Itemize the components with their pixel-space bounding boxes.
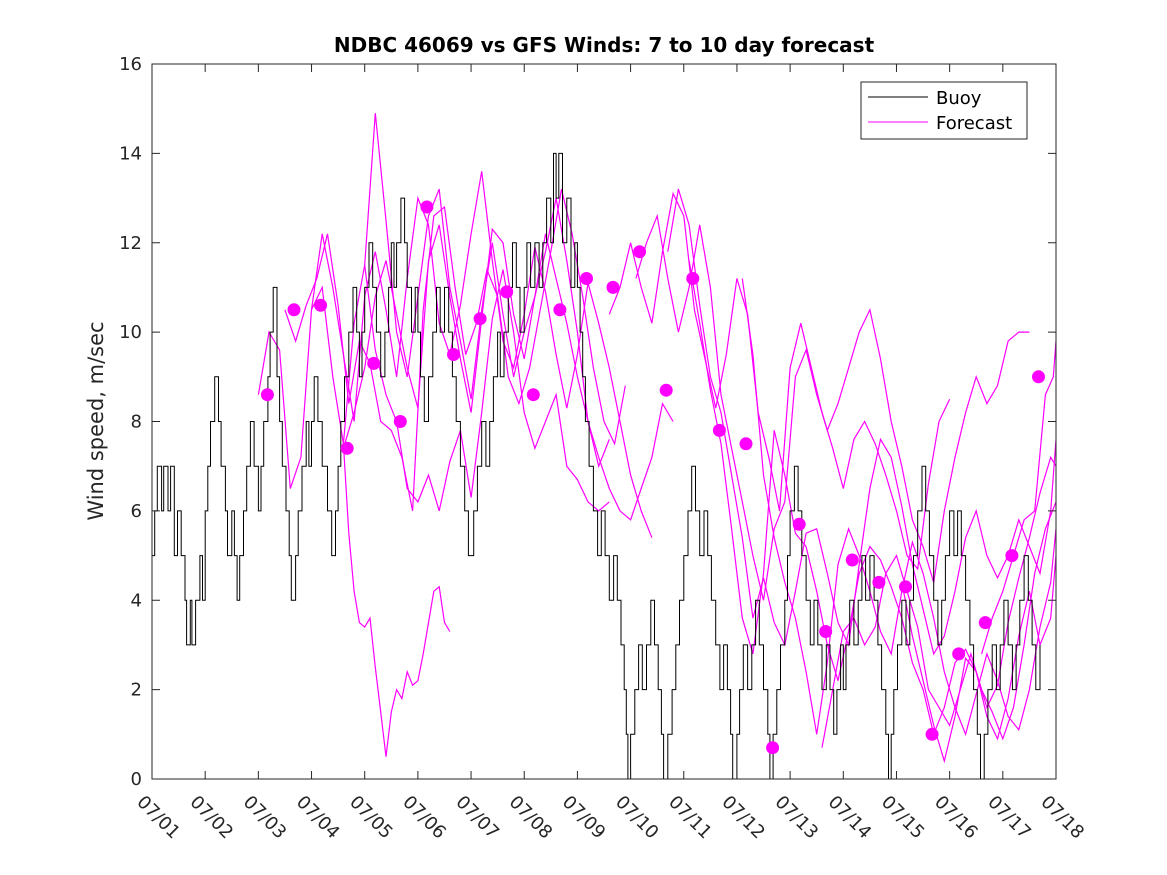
- forecast-line-5: [342, 443, 451, 757]
- forecast-line-13: [981, 341, 1056, 655]
- forecast-marker-29: [1032, 370, 1045, 384]
- forecast-marker-22: [845, 553, 859, 567]
- buoy-line: [152, 152, 1041, 779]
- forecast-marker-6: [420, 200, 434, 214]
- forecast-marker-21: [819, 625, 833, 638]
- legend-box: [860, 81, 1028, 140]
- y-tick-label-4: 8: [131, 412, 142, 433]
- y-tick-label-6: 12: [119, 233, 142, 254]
- y-tick-label-1: 2: [131, 680, 142, 701]
- forecast-marker-23: [872, 575, 886, 589]
- y-tick-label-3: 6: [131, 501, 142, 522]
- y-tick-label-2: 4: [131, 590, 142, 611]
- forecast-marker-11: [553, 303, 567, 317]
- y-tick-label-0: 0: [131, 769, 142, 790]
- legend: Buoy Forecast: [860, 81, 1028, 140]
- forecast-marker-28: [1005, 549, 1019, 563]
- forecast-marker-5: [393, 415, 407, 428]
- forecast-marker-12: [580, 272, 593, 285]
- forecast-marker-2: [314, 298, 328, 312]
- forecast-marker-8: [473, 312, 487, 326]
- forecast-marker-15: [659, 383, 673, 397]
- forecast-marker-26: [952, 647, 966, 661]
- forecast-marker-7: [447, 348, 460, 361]
- forecast-line-3: [342, 224, 674, 521]
- forecast-marker-27: [978, 616, 992, 630]
- y-axis-label: Wind speed, m/sec: [84, 321, 108, 520]
- chart-title: NDBC 46069 vs GFS Winds: 7 to 10 day for…: [334, 33, 875, 57]
- forecast-marker-18: [739, 437, 753, 451]
- forecast-marker-10: [526, 388, 540, 402]
- plot-content: [152, 113, 1056, 779]
- forecast-marker-0: [260, 388, 274, 402]
- forecast-marker-24: [899, 580, 912, 594]
- forecast-marker-3: [340, 441, 354, 455]
- forecast-line-8: [667, 188, 1056, 656]
- forecast-line-2: [310, 171, 653, 538]
- forecast-line-12: [901, 555, 1056, 764]
- y-tick-label-5: 10: [119, 322, 142, 343]
- y-tick-label-7: 14: [119, 143, 142, 164]
- forecast-line-9: [688, 260, 1056, 737]
- forecast-marker-9: [500, 285, 514, 299]
- forecast-line-4: [364, 265, 610, 512]
- forecast-marker-20: [792, 517, 806, 531]
- legend-buoy-label: Buoy: [936, 88, 982, 109]
- forecast-marker-4: [367, 356, 381, 370]
- forecast-marker-17: [712, 423, 726, 437]
- forecast-line-6: [608, 191, 951, 571]
- forecast-marker-16: [686, 272, 700, 285]
- forecast-line-7: [635, 213, 1030, 601]
- forecast-marker-1: [287, 303, 301, 317]
- forecast-line-11: [821, 501, 1056, 748]
- legend-forecast-label: Forecast: [936, 113, 1012, 134]
- forecast-marker-19: [766, 741, 780, 755]
- forecast-marker-25: [925, 727, 939, 741]
- forecast-marker-14: [633, 245, 647, 259]
- forecast-marker-13: [606, 280, 620, 294]
- forecast-line-1: [284, 188, 626, 512]
- y-tick-label-8: 16: [119, 54, 142, 75]
